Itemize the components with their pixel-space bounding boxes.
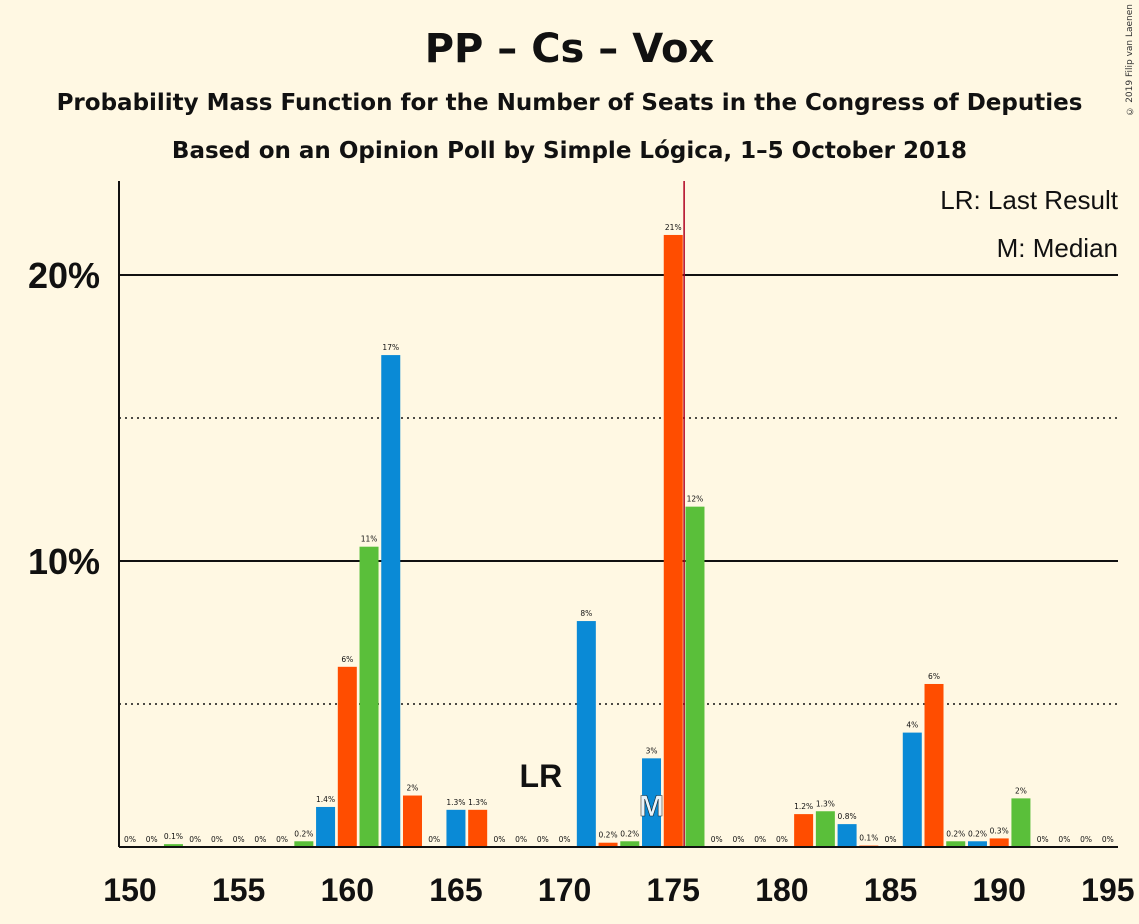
bar-label-seat-163: 2%: [407, 784, 419, 793]
bar-seat-152: [163, 844, 183, 847]
bar-label-seat-156: 0%: [254, 835, 266, 844]
bar-label-seat-152: 0.1%: [164, 832, 183, 841]
x-tick-label: 170: [538, 872, 591, 908]
bar-seat-161: [359, 546, 379, 847]
bar-label-seat-150: 0%: [124, 835, 136, 844]
bar-label-seat-186: 4%: [906, 721, 918, 730]
x-tick-label: 155: [212, 872, 265, 908]
bar-label-seat-192: 0%: [1037, 835, 1049, 844]
bar-label-seat-173: 0.2%: [620, 829, 639, 838]
bar-label-seat-187: 6%: [928, 672, 940, 681]
bar-seat-171: [576, 621, 596, 847]
bar-seat-187: [924, 683, 944, 847]
bar-label-seat-179: 0%: [754, 835, 766, 844]
bar-label-seat-181: 1.2%: [794, 802, 813, 811]
x-tick-label: 175: [647, 872, 700, 908]
bar-seat-186: [902, 732, 922, 847]
gridlines: [119, 181, 1118, 847]
bar-label-seat-191: 2%: [1015, 786, 1027, 795]
bar-label-seat-189: 0.2%: [968, 829, 987, 838]
bar-label-seat-190: 0.3%: [990, 826, 1009, 835]
bar-label-seat-178: 0%: [732, 835, 744, 844]
bar-label-seat-151: 0%: [146, 835, 158, 844]
bar-seat-159: [316, 806, 336, 847]
bar-label-seat-171: 8%: [580, 609, 592, 618]
axes-group: 10% 20% 150 155 160 165 170 175 180 185 190 195: [28, 181, 1135, 908]
bar-seat-182: [815, 811, 835, 847]
bar-label-seat-193: 0%: [1058, 835, 1070, 844]
bar-seat-162: [381, 355, 401, 847]
legend-median: M: Median: [997, 233, 1118, 263]
bar-label-seat-154: 0%: [211, 835, 223, 844]
x-tick-label: 180: [755, 872, 808, 908]
bar-label-seat-165: 1.3%: [446, 798, 465, 807]
bar-label-seat-172: 0.2%: [599, 831, 618, 840]
chart-title: PP – Cs – Vox: [424, 26, 715, 72]
bar-label-seat-153: 0%: [189, 835, 201, 844]
bar-label-seat-188: 0.2%: [946, 829, 965, 838]
x-tick-label: 165: [429, 872, 482, 908]
bar-label-seat-183: 0.8%: [838, 812, 857, 821]
y-tick-label: 10%: [28, 541, 100, 582]
bar-seat-175: [663, 234, 683, 847]
bar-label-seat-177: 0%: [711, 835, 723, 844]
bar-seat-183: [837, 824, 857, 847]
bar-label-seat-161: 11%: [361, 535, 378, 544]
bar-seat-172: [598, 842, 618, 847]
markers-group: LR M: [520, 758, 665, 823]
bar-label-seat-155: 0%: [233, 835, 245, 844]
bar-seat-165: [446, 809, 466, 847]
bar-label-seat-167: 0%: [493, 835, 505, 844]
bar-seat-173: [620, 841, 640, 847]
bar-label-seat-184: 0.1%: [859, 834, 878, 843]
bar-label-seat-180: 0%: [776, 835, 788, 844]
bar-labels-group: 0% 0% 0.1% 0% 0% 0% 0% 0% 0.2% 1.4% 6% 11% 17% 2% 0% 1.…: [124, 223, 1114, 844]
bar-seat-181: [794, 814, 814, 847]
bar-seat-160: [337, 666, 357, 847]
bar-label-seat-176: 12%: [687, 495, 704, 504]
bar-label-seat-166: 1.3%: [468, 798, 487, 807]
x-tick-label: 190: [973, 872, 1026, 908]
bar-seat-188: [946, 841, 966, 847]
chart-subtitle-source: Based on an Opinion Poll by Simple Lógic…: [171, 138, 968, 164]
bar-label-seat-174: 3%: [646, 746, 658, 755]
x-tick-label: 150: [103, 872, 156, 908]
bar-seat-166: [468, 809, 488, 847]
bar-label-seat-185: 0%: [885, 835, 897, 844]
bar-label-seat-170: 0%: [559, 835, 571, 844]
x-tick-label: 160: [321, 872, 374, 908]
bar-seat-176: [685, 506, 705, 847]
bar-label-seat-159: 1.4%: [316, 795, 335, 804]
bar-label-seat-158: 0.2%: [294, 829, 313, 838]
median-marker: M: [639, 790, 664, 823]
bar-seat-158: [294, 841, 314, 847]
bar-seat-163: [402, 795, 422, 847]
bar-label-seat-157: 0%: [276, 835, 288, 844]
x-tick-label: 195: [1081, 872, 1134, 908]
bar-label-seat-168: 0%: [515, 835, 527, 844]
bar-label-seat-169: 0%: [537, 835, 549, 844]
chart-subtitle: Probability Mass Function for the Number…: [56, 90, 1083, 116]
bar-seat-174: [642, 758, 662, 847]
x-tick-label: 185: [864, 872, 917, 908]
last-result-marker: LR: [520, 758, 563, 794]
bar-label-seat-164: 0%: [428, 835, 440, 844]
bar-seat-189: [967, 841, 987, 847]
legend-last-result: LR: Last Result: [940, 185, 1119, 215]
bar-label-seat-175: 21%: [665, 223, 682, 232]
bars-group: [163, 234, 1031, 847]
bar-seat-190: [989, 838, 1009, 847]
bar-label-seat-182: 1.3%: [816, 799, 835, 808]
bar-label-seat-160: 6%: [341, 655, 353, 664]
bar-seat-191: [1011, 798, 1031, 847]
bar-label-seat-194: 0%: [1080, 835, 1092, 844]
bar-label-seat-195: 0%: [1102, 835, 1114, 844]
y-tick-label: 20%: [28, 255, 100, 296]
bar-label-seat-162: 17%: [382, 343, 399, 352]
